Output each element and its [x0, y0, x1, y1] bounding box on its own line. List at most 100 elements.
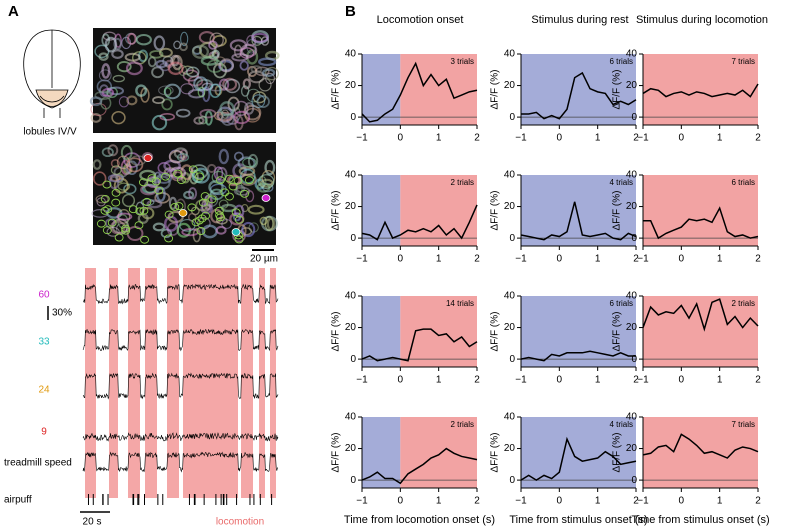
annotation: 4 trials — [609, 420, 633, 429]
y-tick-label: 40 — [345, 49, 357, 60]
cell-texture — [188, 187, 198, 200]
x-tick-label: −1 — [515, 254, 527, 265]
roi — [176, 176, 186, 185]
locomotion-band — [183, 268, 238, 498]
cell-texture — [149, 50, 164, 59]
cell-texture — [111, 110, 126, 125]
cell-texture — [222, 77, 238, 91]
x-tick-label: 2 — [633, 254, 639, 265]
x-tick-label: 0 — [679, 254, 685, 265]
trace — [82, 432, 279, 442]
cell-texture — [233, 151, 244, 162]
y-tick-label: 20 — [504, 322, 516, 333]
y-tick-label: 40 — [504, 291, 516, 302]
panel-label: B — [345, 3, 356, 20]
cell-texture — [117, 182, 131, 191]
cell-texture — [213, 166, 224, 181]
x-tick-label: −1 — [356, 254, 368, 265]
cell-texture — [139, 169, 157, 182]
cell-texture — [94, 90, 112, 101]
cell-texture — [256, 95, 270, 108]
roi — [114, 233, 124, 242]
cell-texture — [155, 59, 168, 69]
x-tick-label: 2 — [755, 133, 761, 144]
cell-texture — [152, 96, 165, 105]
cell-texture — [135, 33, 152, 46]
cell-texture — [251, 32, 269, 43]
x-axis-label: Time from stimulus onset (s) — [631, 514, 769, 526]
y-tick-label: 0 — [509, 233, 515, 244]
roi — [196, 227, 206, 235]
cell-texture — [158, 47, 173, 58]
y-tick-label: 20 — [345, 80, 357, 91]
cell-texture — [98, 69, 112, 82]
y-axis-label: ΔF/F (%) — [490, 311, 501, 351]
x-tick-label: 0 — [679, 133, 685, 144]
annotation: 2 trials — [450, 420, 474, 429]
y-tick-label: 0 — [631, 354, 637, 365]
roi — [195, 172, 204, 181]
cell-texture — [193, 76, 209, 91]
roi-outlines — [96, 154, 271, 244]
roi — [215, 176, 225, 185]
line — [521, 71, 637, 120]
cell-texture — [197, 86, 206, 98]
roi — [100, 194, 110, 203]
cell-texture — [140, 184, 158, 196]
y-tick-label: 40 — [345, 170, 357, 181]
x-tick-label: −1 — [637, 496, 649, 507]
y-tick-label: 0 — [509, 354, 515, 365]
locomotion-label: locomotion — [216, 517, 264, 528]
cell-texture — [104, 36, 118, 53]
cell-texture — [146, 199, 163, 209]
x-tick-label: −1 — [637, 133, 649, 144]
x-tick-label: −1 — [637, 375, 649, 386]
cell-texture — [209, 83, 222, 99]
cell-texture — [258, 57, 277, 67]
roi — [244, 176, 254, 185]
shaded-region — [643, 296, 758, 367]
cell-texture — [164, 215, 179, 232]
cell-texture — [121, 193, 136, 208]
roi — [103, 205, 113, 214]
column-title: Locomotion onset — [377, 14, 464, 26]
x-tick-label: 2 — [474, 496, 480, 507]
roi — [173, 169, 183, 178]
annotation: 6 trials — [609, 57, 633, 66]
roi — [96, 219, 106, 228]
roi — [161, 172, 171, 181]
line — [361, 447, 478, 485]
cell-texture — [180, 83, 194, 95]
shaded-region — [643, 175, 758, 246]
x-tick-label: 2 — [474, 254, 480, 265]
cell-texture — [221, 219, 232, 230]
cell-texture — [116, 61, 132, 73]
cell-texture — [108, 86, 125, 96]
x-tick-label: −1 — [515, 133, 527, 144]
x-tick-label: 2 — [755, 496, 761, 507]
shaded-region — [362, 54, 401, 125]
locomotion-band — [128, 268, 140, 498]
x-tick-label: 1 — [436, 496, 442, 507]
cell-texture — [215, 166, 228, 182]
trace-label: airpuff — [4, 495, 32, 506]
cell-texture — [244, 102, 255, 115]
roi — [201, 211, 210, 220]
cell-texture — [191, 44, 209, 59]
trace — [82, 451, 279, 473]
cell-texture — [113, 177, 129, 194]
roi — [198, 198, 208, 207]
cell-texture — [193, 116, 205, 125]
x-tick-label: −1 — [356, 496, 368, 507]
roi — [102, 226, 112, 235]
y-tick-label: 20 — [345, 443, 357, 454]
cell-texture — [158, 85, 174, 96]
y-tick-label: 20 — [345, 322, 357, 333]
line — [520, 201, 637, 241]
x-tick-label: 0 — [398, 133, 404, 144]
y-tick-label: 0 — [631, 475, 637, 486]
y-tick-label: 0 — [509, 475, 515, 486]
y-tick-label: 0 — [350, 112, 356, 123]
roi — [100, 206, 110, 215]
